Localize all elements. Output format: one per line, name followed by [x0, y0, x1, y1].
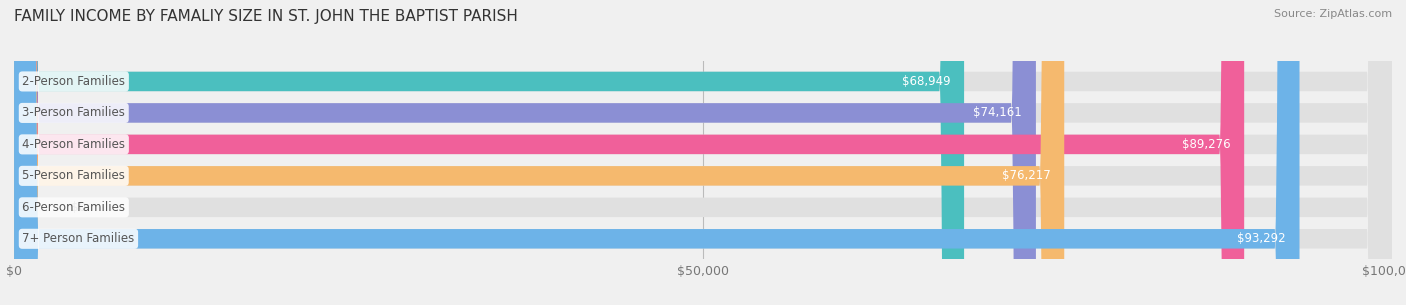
FancyBboxPatch shape: [14, 0, 1392, 305]
FancyBboxPatch shape: [14, 0, 1064, 305]
Text: 3-Person Families: 3-Person Families: [22, 106, 125, 120]
Text: $74,161: $74,161: [973, 106, 1022, 120]
Text: $68,949: $68,949: [901, 75, 950, 88]
Text: 6-Person Families: 6-Person Families: [22, 201, 125, 214]
FancyBboxPatch shape: [14, 0, 965, 305]
Text: $93,292: $93,292: [1237, 232, 1285, 245]
Text: $89,276: $89,276: [1182, 138, 1230, 151]
FancyBboxPatch shape: [14, 0, 1392, 305]
Text: $0: $0: [70, 201, 86, 214]
FancyBboxPatch shape: [14, 0, 1299, 305]
FancyBboxPatch shape: [14, 0, 1392, 305]
FancyBboxPatch shape: [14, 0, 1244, 305]
Text: 5-Person Families: 5-Person Families: [22, 169, 125, 182]
Text: Source: ZipAtlas.com: Source: ZipAtlas.com: [1274, 9, 1392, 19]
Text: 2-Person Families: 2-Person Families: [22, 75, 125, 88]
Text: FAMILY INCOME BY FAMALIY SIZE IN ST. JOHN THE BAPTIST PARISH: FAMILY INCOME BY FAMALIY SIZE IN ST. JOH…: [14, 9, 517, 24]
Text: $76,217: $76,217: [1001, 169, 1050, 182]
FancyBboxPatch shape: [14, 0, 1392, 305]
Text: 7+ Person Families: 7+ Person Families: [22, 232, 135, 245]
Text: 4-Person Families: 4-Person Families: [22, 138, 125, 151]
FancyBboxPatch shape: [14, 0, 1392, 305]
FancyBboxPatch shape: [14, 0, 1392, 305]
FancyBboxPatch shape: [14, 0, 1036, 305]
